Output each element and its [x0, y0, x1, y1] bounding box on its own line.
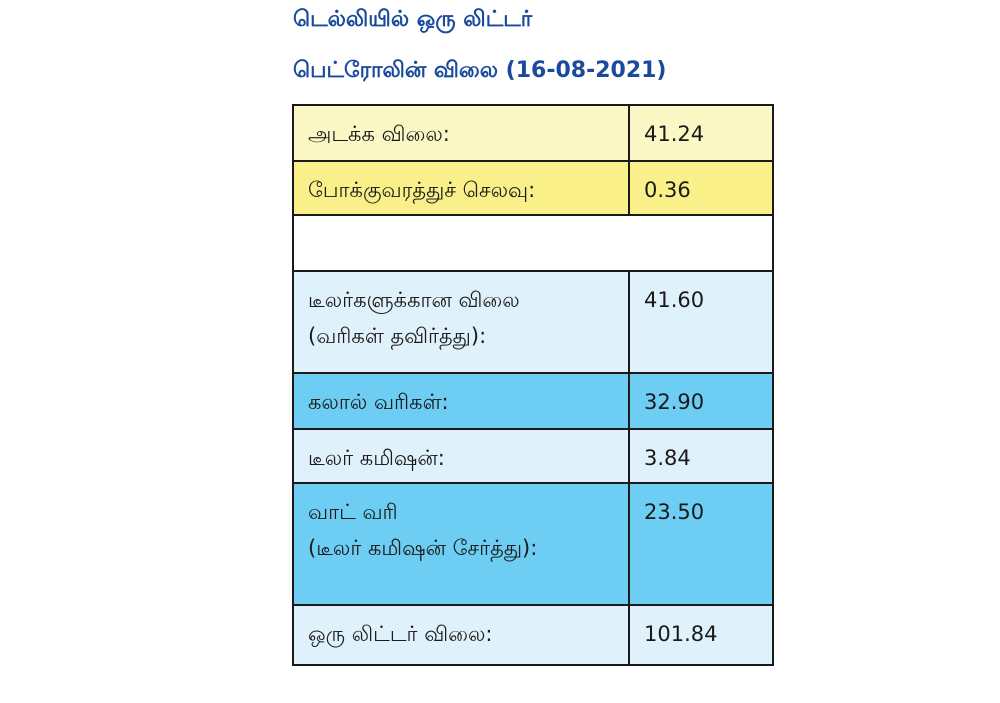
empty-cell — [294, 216, 772, 270]
row-label: டீலர்களுக்கான விலை (வரிகள் தவிர்த்து): — [294, 272, 630, 372]
table-row: டீலர் கமிஷன்: 3.84 — [294, 430, 772, 484]
table-row: அடக்க விலை: 41.24 — [294, 106, 772, 162]
table-row — [294, 216, 772, 272]
table-row: கலால் வரிகள்: 32.90 — [294, 374, 772, 430]
row-value: 32.90 — [644, 390, 705, 414]
row-label: போக்குவரத்துச் செலவு: — [294, 162, 630, 214]
table-row: போக்குவரத்துச் செலவு: 0.36 — [294, 162, 772, 216]
row-value: 23.50 — [644, 500, 705, 524]
row-value: 41.60 — [644, 288, 705, 312]
row-label-line: போக்குவரத்துச் செலவு: — [308, 178, 536, 202]
table-row: ஒரு லிட்டர் விலை: 101.84 — [294, 606, 772, 664]
row-label-line: அடக்க விலை: — [308, 122, 450, 146]
row-label-line: கலால் வரிகள்: — [308, 390, 449, 414]
table-row: வாட் வரி (டீலர் கமிஷன் சேர்த்து): 23.50 — [294, 484, 772, 606]
row-label: டீலர் கமிஷன்: — [294, 430, 630, 482]
row-label: வாட் வரி (டீலர் கமிஷன் சேர்த்து): — [294, 484, 630, 604]
row-label: ஒரு லிட்டர் விலை: — [294, 606, 630, 664]
row-label-line: (வரிகள் தவிர்த்து): — [308, 324, 487, 348]
row-label: அடக்க விலை: — [294, 106, 630, 160]
row-value: 3.84 — [644, 446, 691, 470]
chart-title-line-2: பெட்ரோலின் விலை (16-08-2021) — [293, 58, 667, 83]
row-label-line: ஒரு லிட்டர் விலை: — [308, 622, 493, 646]
row-label-line: வாட் வரி — [308, 500, 398, 524]
chart-title-line-1: டெல்லியில் ஒரு லிட்டர் — [293, 7, 533, 32]
row-label-line: டீலர் கமிஷன்: — [308, 446, 445, 470]
row-label-line: (டீலர் கமிஷன் சேர்த்து): — [308, 536, 538, 560]
row-value: 41.24 — [644, 122, 705, 146]
row-value: 101.84 — [644, 622, 718, 646]
row-label-line: டீலர்களுக்கான விலை — [308, 288, 520, 312]
table-row: டீலர்களுக்கான விலை (வரிகள் தவிர்த்து): 41.… — [294, 272, 772, 374]
row-value: 0.36 — [644, 178, 691, 202]
price-breakdown-table: அடக்க விலை: 41.24 போக்குவரத்துச் செலவு: 0.3… — [292, 104, 774, 666]
row-label: கலால் வரிகள்: — [294, 374, 630, 428]
